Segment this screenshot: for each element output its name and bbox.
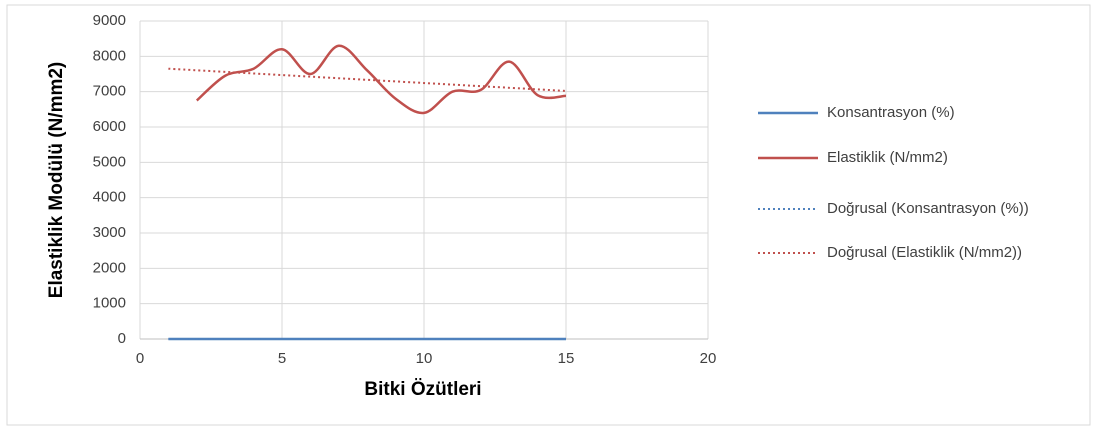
x-tick-label: 5	[278, 350, 286, 367]
x-tick-label: 10	[416, 350, 433, 367]
x-tick-label: 20	[700, 350, 717, 367]
legend-label: Konsantrasyon (%)	[827, 104, 955, 121]
y-tick-label: 0	[118, 330, 126, 347]
y-tick-label: 6000	[93, 118, 126, 135]
y-tick-label: 4000	[93, 189, 126, 206]
y-axis-label: Elastiklik Modülü (N/mm2)	[46, 62, 67, 298]
x-tick-label: 15	[558, 350, 575, 367]
x-tick-label: 0	[136, 350, 144, 367]
legend-label: Elastiklik (N/mm2)	[827, 149, 948, 166]
legend-label: Doğrusal (Konsantrasyon (%))	[827, 200, 1029, 217]
y-tick-label: 8000	[93, 47, 126, 64]
y-tick-label: 3000	[93, 224, 126, 241]
y-tick-label: 9000	[93, 12, 126, 29]
series-line	[195, 44, 567, 115]
y-tick-label: 7000	[93, 83, 126, 100]
y-tick-label: 2000	[93, 259, 126, 276]
legend-label: Doğrusal (Elastiklik (N/mm2))	[827, 244, 1022, 261]
series-line	[168, 67, 567, 92]
y-tick-label: 5000	[93, 153, 126, 170]
y-tick-label: 1000	[93, 295, 126, 312]
chart-frame	[6, 4, 1091, 426]
x-axis-label: Bitki Özütleri	[364, 379, 481, 400]
